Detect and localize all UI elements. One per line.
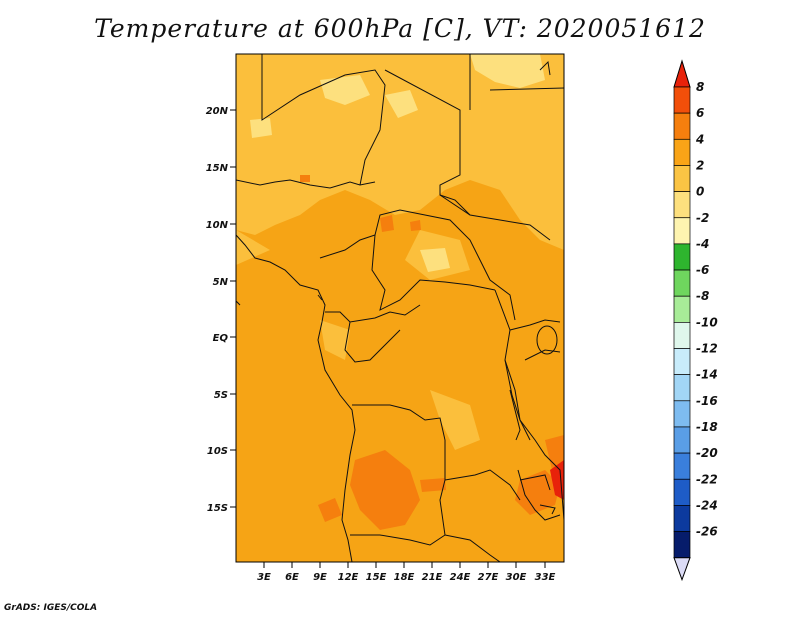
colorbar-label: -6 bbox=[696, 263, 709, 277]
colorbar-box bbox=[673, 295, 691, 323]
colorbar-label: -10 bbox=[696, 315, 718, 329]
grads-credit: GrADS: IGES/COLA bbox=[4, 603, 98, 613]
lat-tick: 5N bbox=[213, 277, 236, 288]
colorbar-label: -24 bbox=[696, 498, 718, 512]
lat-tick: EQ bbox=[213, 333, 236, 344]
svg-text:15N: 15N bbox=[206, 163, 229, 174]
lon-tick: 18E bbox=[394, 562, 415, 583]
svg-text:12E: 12E bbox=[338, 572, 359, 583]
colorbar-box bbox=[673, 191, 691, 219]
colorbar-box bbox=[673, 86, 691, 114]
lat-tick: 5S bbox=[214, 390, 236, 401]
lon-tick: 21E bbox=[422, 562, 443, 583]
svg-text:3E: 3E bbox=[257, 572, 271, 583]
colorbar-label: -20 bbox=[696, 446, 718, 460]
colorbar-label: -2 bbox=[696, 211, 709, 225]
lon-tick: 24E bbox=[450, 562, 471, 583]
lakes bbox=[317, 294, 558, 515]
colorbar-label: -12 bbox=[696, 342, 718, 356]
colorbar-bottom-arrow bbox=[673, 557, 691, 582]
lon-tick: 12E bbox=[338, 562, 359, 583]
colorbar-box bbox=[673, 452, 691, 480]
colorbar-label: -4 bbox=[696, 237, 709, 251]
svg-text:18E: 18E bbox=[394, 572, 415, 583]
colorbar-top-arrow bbox=[673, 59, 691, 88]
colorbar-box bbox=[673, 348, 691, 375]
colorbar-box bbox=[673, 269, 691, 297]
svg-text:24E: 24E bbox=[450, 572, 471, 583]
svg-text:33E: 33E bbox=[535, 572, 556, 583]
colorbar-box bbox=[673, 400, 691, 428]
colorbar-box bbox=[673, 531, 691, 559]
lat-tick: 10S bbox=[207, 446, 236, 457]
lon-tick: 9E bbox=[313, 562, 327, 583]
lat-tick: 20N bbox=[206, 106, 236, 117]
colorbar-label: -8 bbox=[696, 289, 709, 303]
colorbar-label: -26 bbox=[696, 525, 718, 539]
colorbar-label: -14 bbox=[696, 368, 718, 382]
colorbar: 8 6 4 2 0 -2 -4 -6 -8 -10 -12 -14 -16 -18 -20 -22 -24 -26 bbox=[673, 59, 718, 582]
svg-text:5N: 5N bbox=[213, 277, 229, 288]
country-borders bbox=[236, 54, 564, 562]
lat-tick: 15N bbox=[206, 163, 236, 174]
temperature-map bbox=[236, 54, 564, 562]
colorbar-box bbox=[673, 478, 691, 506]
colorbar-box bbox=[673, 217, 691, 245]
svg-text:20N: 20N bbox=[206, 106, 229, 117]
lon-axis: 3E 6E 9E 12E 15E 18E 21E 24E 27E 30E 33E bbox=[257, 562, 556, 583]
field-0-to-2-patches bbox=[250, 54, 545, 272]
lon-tick: 30E bbox=[506, 562, 527, 583]
map-title: Temperature at 600hPa [C], VT: 202005161… bbox=[94, 14, 706, 43]
colorbar-label: 2 bbox=[696, 158, 704, 172]
svg-text:15E: 15E bbox=[366, 572, 387, 583]
colorbar-label: -22 bbox=[696, 472, 718, 486]
svg-text:10N: 10N bbox=[206, 220, 229, 231]
lon-tick: 33E bbox=[535, 562, 556, 583]
colorbar-box bbox=[673, 243, 691, 271]
svg-text:EQ: EQ bbox=[213, 333, 229, 344]
lat-axis: 20N 15N 10N 5N EQ 5S 10S 15S bbox=[206, 106, 236, 514]
svg-text:21E: 21E bbox=[422, 572, 443, 583]
colorbar-label: 8 bbox=[696, 80, 704, 94]
svg-text:9E: 9E bbox=[313, 572, 327, 583]
colorbar-label: 4 bbox=[695, 132, 704, 146]
colorbar-label: 0 bbox=[696, 185, 704, 199]
colorbar-box bbox=[673, 165, 691, 192]
colorbar-box bbox=[673, 322, 691, 349]
map-frame bbox=[235, 53, 565, 563]
svg-text:27E: 27E bbox=[478, 572, 499, 583]
colorbar-box bbox=[673, 112, 691, 140]
lat-tick: 10N bbox=[206, 220, 236, 231]
colorbar-box bbox=[673, 505, 691, 532]
svg-text:30E: 30E bbox=[506, 572, 527, 583]
colorbar-label: 6 bbox=[696, 106, 704, 120]
svg-text:5S: 5S bbox=[214, 390, 228, 401]
svg-text:6E: 6E bbox=[285, 572, 299, 583]
lon-tick: 6E bbox=[285, 562, 299, 583]
svg-text:15S: 15S bbox=[207, 503, 228, 514]
colorbar-label: -16 bbox=[696, 394, 718, 408]
svg-text:10S: 10S bbox=[207, 446, 228, 457]
field-4-to-6-patches bbox=[300, 175, 564, 530]
colorbar-label: -18 bbox=[696, 420, 718, 434]
lon-tick: 15E bbox=[366, 562, 387, 583]
lat-tick: 15S bbox=[207, 503, 236, 514]
lon-tick: 3E bbox=[257, 562, 271, 583]
colorbar-box bbox=[673, 426, 691, 454]
colorbar-box bbox=[673, 138, 691, 166]
colorbar-box bbox=[673, 374, 691, 402]
lon-tick: 27E bbox=[478, 562, 499, 583]
